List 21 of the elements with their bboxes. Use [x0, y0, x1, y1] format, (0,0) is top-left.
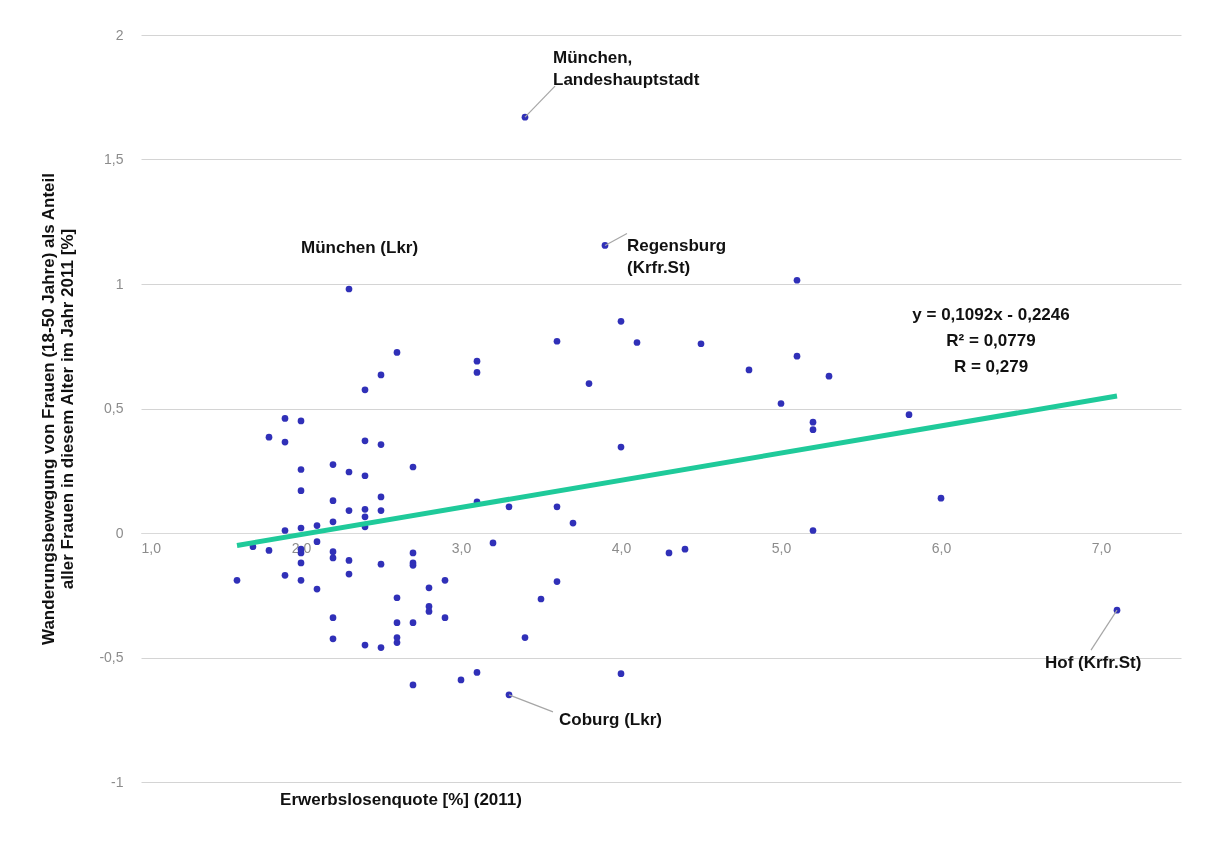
x-tick-label: 4,0 — [611, 539, 632, 556]
annotation: München (Lkr) — [301, 237, 419, 257]
y-tick-label: 1 — [115, 275, 124, 292]
annotation: München, Landeshauptstadt — [553, 48, 700, 90]
x-tick-label: 6,0 — [931, 539, 952, 556]
y-tick-label: -1 — [111, 773, 124, 790]
y-tick-label: 2 — [115, 26, 124, 43]
x-tick-label: 3,0 — [451, 539, 472, 556]
annotation: Hof (Krfr.St) — [1045, 653, 1142, 673]
y-tick-label: 0 — [115, 524, 124, 541]
x-tick-label: 7,0 — [1091, 539, 1112, 556]
annotation: y = 0,1092x - 0,2246 R² = 0,0779 R = 0,279 — [912, 305, 1070, 376]
y-axis-title: Wanderungsbewegung von Frauen (18-50 Jahre) als Anteil aller Frauen in diesem Alter im Jahr 2011 [%] — [39, 173, 78, 645]
annotation: Coburg (Lkr) — [559, 709, 662, 729]
x-tick-label: 5,0 — [771, 539, 792, 556]
x-tick-label: 1,0 — [141, 539, 162, 556]
annotation: Regensburg (Krfr.St) — [627, 236, 727, 278]
y-tick-label: 1,5 — [104, 151, 124, 167]
y-tick-label: 0,5 — [104, 400, 124, 416]
y-tick-label: -0,5 — [99, 649, 124, 665]
x-axis-title: Erwerbslosenquote [%] (2011) — [280, 790, 522, 809]
